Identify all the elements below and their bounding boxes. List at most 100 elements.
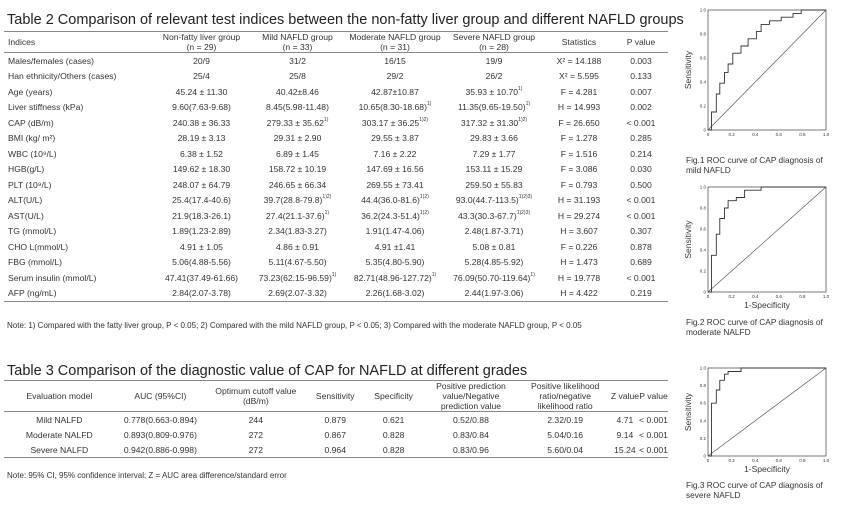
table-cell: 28.19 ± 3.13 <box>177 133 226 144</box>
table-cell: 5.28(4.85-5.92) <box>464 257 524 268</box>
table-cell: 246.65 ± 66.34 <box>268 179 327 190</box>
table-cell: < 0.001 <box>626 117 656 128</box>
table-cell: 303.17 ± 36.251)2) <box>361 116 429 128</box>
x-tick-label: 0.2 <box>728 132 735 136</box>
table-cell: PLT (10⁹/L) <box>8 179 52 190</box>
y-tick-label: 0.4 <box>700 80 707 85</box>
table-cell: 35.93 ± 10.701) <box>465 85 523 97</box>
y-tick-label: 0.2 <box>700 269 707 274</box>
table-row: WBC (10⁹/L) 6.38 ± 1.52 6.89 ± 1.45 7.16 ± … <box>4 146 668 162</box>
table-row: Moderate NALFD 0.893(0.809-0.976) 272 0.867… <box>4 427 668 442</box>
table-cell: 4.86 ± 0.91 <box>276 241 319 252</box>
header-moderate: Moderate NAFLD group (n = 31) <box>346 31 444 53</box>
table-cell: < 0.001 <box>626 210 656 221</box>
y-tick-label: 0.6 <box>700 401 707 406</box>
roc-curve <box>708 367 826 457</box>
table-cell: H = 31.193 <box>557 195 601 206</box>
table-row: PLT (10⁹/L) 248.07 ± 64.79 246.65 ± 66.34 2… <box>4 177 668 193</box>
table-cell: 2.69(2.07-3.32) <box>268 288 327 299</box>
reference-diagonal <box>707 9 827 131</box>
table-cell: 240.38 ± 36.33 <box>172 117 231 128</box>
table-cell: Serum insulin (mmol/L) <box>8 272 97 283</box>
table-cell: 0.621 <box>382 414 405 425</box>
table-cell: < 0.001 <box>639 414 668 425</box>
roc-chart-1: 000.20.20.40.40.60.60.80.81.01.01-Specif… <box>683 8 830 149</box>
table-cell: H = 19.778 <box>557 272 601 283</box>
table-cell: 0.500 <box>630 179 652 190</box>
x-tick-label: 0.6 <box>776 458 783 463</box>
table-cell: X² = 5.595 <box>559 71 599 82</box>
y-tick-label: 0.8 <box>700 32 707 37</box>
table-cell: 317.32 ± 31.301)2) <box>460 116 528 128</box>
table3-title: Table 3 Comparison of the diagnostic val… <box>7 363 528 379</box>
table-cell: H = 4.422 <box>560 288 598 299</box>
table-row: CAP (dB/m) 240.38 ± 36.33 279.33 ± 35.621)… <box>4 115 668 131</box>
table-cell: 10.65(8.30-18.68)1) <box>358 101 432 113</box>
table-cell: 0.003 <box>630 55 652 66</box>
table-cell: BMI (kg/ m²) <box>8 133 56 144</box>
table-cell: 272 <box>248 444 263 455</box>
header-nonfatty: Non-fatty liver group (n = 29) <box>154 31 249 53</box>
table-cell: 2.48(1.87-3.71) <box>464 226 524 237</box>
table-cell: Han ethnicity/Others (cases) <box>8 71 117 82</box>
table-cell: 4.71 <box>616 414 634 425</box>
table-cell: ALT(U/L) <box>8 195 43 206</box>
table-cell: 20/9 <box>193 55 210 66</box>
y-tick-label: 1.0 <box>700 185 707 190</box>
table-cell: 15.24 <box>614 444 636 455</box>
table-cell: 279.33 ± 35.621) <box>266 116 329 128</box>
figure-3: 0 0 0.2 0.2 0.4 0.4 0.6 0.6 0.8 0.8 1.0 1.0 1-Specif… <box>680 362 850 501</box>
header-mild: Mild NAFLD group (n = 33) <box>249 31 346 53</box>
table-cell: < 0.001 <box>639 444 668 455</box>
table-cell: 269.55 ± 73.41 <box>366 179 424 190</box>
table-cell: 82.71(48.96-127.72)1) <box>353 271 437 283</box>
table-cell: 39.7(28.8-79.8)1)2) <box>263 194 332 206</box>
table-cell: < 0.001 <box>639 429 668 440</box>
table-cell: Liver stiffness (kPa) <box>8 102 84 113</box>
figure-2-caption: Fig.2 ROC curve of CAP diagnosis of moder… <box>686 317 823 337</box>
table2-title: Table 2 Comparison of relevant test indi… <box>7 12 684 28</box>
x-tick-label: 0 <box>707 294 710 299</box>
table-cell: 0.219 <box>630 288 652 299</box>
table-cell: 7.29 ± 1.77 <box>472 148 516 159</box>
figure-2: 0 0 0.2 0.2 0.4 0.4 0.6 0.6 0.8 0.8 1.0 1.0 1-Specif… <box>680 181 850 338</box>
y-tick-label: 1.0 <box>700 8 707 13</box>
y-tick-label: 0 <box>703 454 706 459</box>
table-cell: 0.007 <box>630 86 652 97</box>
x-tick-label: 0.2 <box>728 458 735 463</box>
table2-note: Note: 1) Compared with the fatty liver g… <box>7 321 582 330</box>
table-cell: 0.828 <box>382 444 405 455</box>
y-tick-label: 0.2 <box>700 436 707 441</box>
x-tick-label: 0.4 <box>752 458 759 463</box>
table-row: Liver stiffness (kPa) 9.60(7.63-9.68) 8.45… <box>4 100 668 116</box>
table-cell: 25/8 <box>289 71 306 82</box>
table-cell: 7.16 ± 2.22 <box>373 148 417 159</box>
x-tick-label: 0 <box>707 132 710 136</box>
table-cell: 0.689 <box>630 257 652 268</box>
figure-1: 000.20.20.40.40.60.60.80.81.01.01-Specif… <box>680 4 850 176</box>
table-cell: F = 4.281 <box>560 86 598 97</box>
x-tick-label: 1.0 <box>823 294 830 299</box>
table-cell: F = 1.516 <box>560 148 598 159</box>
table-cell: F = 1.278 <box>560 133 598 144</box>
y-tick-label: 0.2 <box>700 104 707 109</box>
table-cell: 36.2(24.3-51.4)1)2) <box>361 209 429 221</box>
reference-diagonal <box>707 367 827 457</box>
x-tick-label: 0.2 <box>728 294 735 299</box>
table-cell: Moderate NALFD <box>25 429 93 440</box>
table-row: CHO L(mmol/L) 4.91 ± 1.05 4.86 ± 0.91 4.91 … <box>4 239 668 255</box>
table-cell: F = 3.086 <box>560 164 598 175</box>
x-tick-label: 0.8 <box>799 132 806 136</box>
table-cell: 16/15 <box>384 55 406 66</box>
table-cell: 1.91(1.47-4.06) <box>365 226 425 237</box>
x-tick-label: 0.6 <box>776 132 783 136</box>
figure-1-caption: Fig.1 ROC curve of CAP diagnosis of mild … <box>686 155 823 175</box>
y-tick-label: 1.0 <box>700 366 707 371</box>
table-cell: F = 0.793 <box>560 179 598 190</box>
table-cell: 158.72 ± 10.19 <box>268 164 327 175</box>
table-cell: 244 <box>248 414 263 425</box>
header-indices: Indices <box>4 31 154 53</box>
table-cell: 25/4 <box>193 71 210 82</box>
x-tick-label: 1.0 <box>823 132 830 136</box>
t3-header-spec: Specificity <box>364 380 423 412</box>
